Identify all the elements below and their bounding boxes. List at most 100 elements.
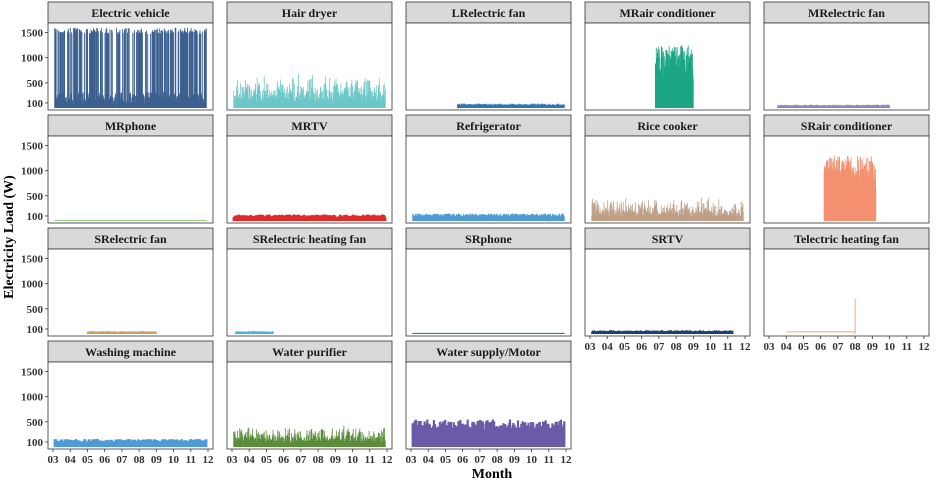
facet-panel: Hair dryer xyxy=(226,1,393,111)
x-tick-label: 09 xyxy=(688,341,700,353)
facet-panel: SRelectric heating fan xyxy=(226,227,393,337)
x-tick-label: 07 xyxy=(653,341,665,353)
facet-title: Refrigerator xyxy=(456,119,521,133)
x-tick-label: 03 xyxy=(585,341,597,353)
x-tick-label: 09 xyxy=(151,454,163,466)
series-trace xyxy=(591,330,734,334)
series-trace xyxy=(411,419,566,447)
x-tick-label: 10 xyxy=(884,341,896,353)
x-tick-label: 07 xyxy=(295,454,307,466)
panel-frame xyxy=(405,248,572,337)
x-tick-label: 04 xyxy=(602,341,614,353)
y-tick-label: 1500 xyxy=(21,28,44,40)
x-tick-label: 08 xyxy=(492,454,504,466)
facet-panel: Water purifier 03 04 05 06 07 08 09 10 11 12 xyxy=(227,340,393,466)
facet-panel: LRelectric fan xyxy=(405,1,572,111)
facet-title: SRair conditioner xyxy=(801,119,893,133)
x-tick-label: 12 xyxy=(740,341,752,353)
x-tick-label: 03 xyxy=(48,454,60,466)
panel-frame xyxy=(584,248,751,337)
x-tick-label: 05 xyxy=(619,341,631,353)
x-tick-label: 08 xyxy=(671,341,683,353)
facet-panel: MRphone 100 500 1000 1500 xyxy=(21,114,214,224)
x-tick-label: 04 xyxy=(423,454,435,466)
x-tick-label: 06 xyxy=(815,341,827,353)
y-tick-label: 1500 xyxy=(21,141,44,153)
y-tick-label: 1000 xyxy=(21,279,44,291)
y-tick-label: 500 xyxy=(27,191,44,203)
panel-frame xyxy=(763,248,930,337)
series-trace xyxy=(591,197,744,221)
facet-panel: MRTV xyxy=(226,114,393,224)
facet-panel: SRTV 03 04 05 06 07 08 09 10 11 12 xyxy=(584,227,752,353)
x-tick-label: 08 xyxy=(313,454,325,466)
y-tick-label: 100 xyxy=(27,98,44,110)
series-trace xyxy=(54,219,207,221)
facet-title: SRphone xyxy=(465,232,512,246)
y-tick-label: 1500 xyxy=(21,254,44,266)
series-trace xyxy=(777,104,891,108)
x-tick-label: 04 xyxy=(65,454,77,466)
x-tick-label: 09 xyxy=(867,341,879,353)
y-tick-label: 1000 xyxy=(21,53,44,65)
facet-title: Water purifier xyxy=(272,345,347,359)
facet-title: MRTV xyxy=(291,119,328,133)
facet-title: MRphone xyxy=(105,119,157,133)
facet-panel: Water supply/Motor 03 04 05 06 07 08 09 10 11 12 xyxy=(406,340,573,466)
series-trace xyxy=(53,439,208,447)
x-tick-label: 10 xyxy=(168,454,180,466)
x-tick-label: 09 xyxy=(330,454,342,466)
x-tick-label: 05 xyxy=(261,454,273,466)
facet-panel: Telectric heating fan 03 04 05 06 07 08 09 10 11 1… xyxy=(763,227,930,353)
x-tick-label: 08 xyxy=(850,341,862,353)
x-tick-label: 10 xyxy=(347,454,359,466)
x-tick-label: 06 xyxy=(636,341,648,353)
series-trace xyxy=(232,214,387,221)
panel-frame xyxy=(47,248,214,337)
x-tick-label: 03 xyxy=(227,454,239,466)
panel-frame xyxy=(47,135,214,224)
facet-title: SRelectric fan xyxy=(94,232,167,246)
x-tick-label: 10 xyxy=(526,454,538,466)
facet-title: MRair conditioner xyxy=(619,6,716,20)
x-tick-label: 08 xyxy=(134,454,146,466)
facet-title: LRelectric fan xyxy=(452,6,526,20)
x-tick-label: 06 xyxy=(457,454,469,466)
x-tick-label: 05 xyxy=(440,454,452,466)
x-tick-label: 06 xyxy=(278,454,290,466)
x-tick-label: 03 xyxy=(406,454,418,466)
y-tick-label: 1000 xyxy=(21,166,44,178)
y-axis-title: Electricity Load (W) xyxy=(2,175,17,299)
x-tick-label: 05 xyxy=(82,454,94,466)
y-tick-label: 100 xyxy=(27,211,44,223)
facet-panel: Electric vehicle 100 500 1000 1500 xyxy=(21,1,214,111)
x-tick-label: 07 xyxy=(116,454,128,466)
panel-frame xyxy=(226,248,393,337)
x-tick-label: 05 xyxy=(798,341,810,353)
x-tick-label: 12 xyxy=(561,454,573,466)
facet-panel: Washing machine 100 500 1000 1500 03 04 05 06 07 0… xyxy=(21,340,214,466)
series-trace xyxy=(457,103,565,108)
panel-frame xyxy=(47,361,214,450)
series-trace xyxy=(86,331,157,334)
x-tick-label: 11 xyxy=(544,454,554,466)
facet-title: Electric vehicle xyxy=(91,6,170,20)
facet-title: Water supply/Motor xyxy=(436,345,541,359)
facet-title: MRelectric fan xyxy=(808,6,885,20)
series-trace xyxy=(54,27,207,108)
panel-frame xyxy=(763,22,930,111)
series-trace xyxy=(233,425,386,447)
facet-panel: MRair conditioner xyxy=(584,1,751,111)
facet-title: Washing machine xyxy=(85,345,177,359)
series-trace xyxy=(823,155,877,221)
x-tick-label: 04 xyxy=(244,454,256,466)
facet-panel: Rice cooker xyxy=(584,114,751,224)
y-tick-label: 500 xyxy=(27,304,44,316)
facet-panel: SRair conditioner xyxy=(763,114,930,224)
x-tick-label: 11 xyxy=(902,341,912,353)
x-axis-title: Month xyxy=(472,467,513,481)
y-tick-label: 1000 xyxy=(21,392,44,404)
facet-panel: Refrigerator xyxy=(405,114,572,224)
series-trace xyxy=(655,45,694,108)
